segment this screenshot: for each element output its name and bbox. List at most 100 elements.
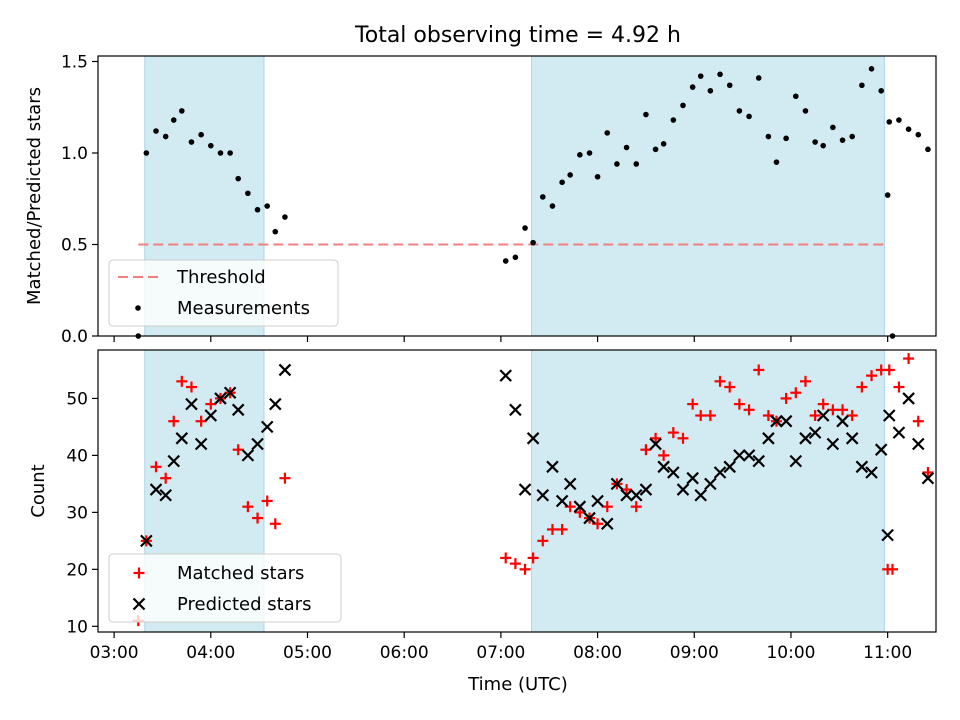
matched-stars-points [132, 353, 934, 627]
predicted-star-point [855, 460, 869, 474]
predicted-star-point [921, 471, 935, 485]
measurement-point [896, 117, 902, 123]
top-y-tick-label: 0.0 [61, 327, 88, 347]
bottom-axes-frame [97, 349, 937, 633]
matched-star-point [827, 404, 839, 416]
matched-star-point [817, 398, 829, 410]
predicted-star-point [762, 432, 775, 445]
matched-star-point [205, 398, 217, 410]
top-panel: 0.0 0.5 1.0 1.5 Matched/Predicted stars Thr… [24, 52, 937, 347]
predicted-star-point [260, 420, 274, 434]
predicted-star-point [167, 454, 181, 468]
measurement-point [264, 203, 271, 209]
measurement-point [820, 142, 826, 149]
matched-star-point [150, 461, 162, 473]
measurement-point [198, 131, 204, 138]
legend-x-marker [132, 597, 146, 611]
predicted-star-point [159, 488, 172, 502]
measurement-point [717, 71, 723, 78]
predicted-star-point [882, 409, 896, 422]
bottom-y-tick-label: 10 [66, 617, 88, 637]
predicted-star-point [742, 449, 756, 462]
matched-star-point [724, 381, 736, 393]
predicted-star-point [241, 449, 255, 462]
predicted-star-point [733, 449, 746, 462]
matched-star-point [176, 375, 188, 387]
measurement-point [783, 135, 789, 142]
top-y-tick-label: 1.5 [61, 52, 88, 72]
matched-star-point [886, 563, 898, 575]
predicted-star-point [902, 392, 915, 405]
legend-threshold-label: Threshold [176, 267, 266, 288]
matched-star-point [704, 410, 716, 422]
predicted-star-point [268, 397, 282, 411]
matched-star-point [500, 552, 512, 564]
matched-star-point [232, 444, 244, 456]
matched-star-point [903, 353, 915, 365]
predicted-star-point [911, 437, 925, 451]
predicted-star-point [194, 437, 208, 451]
predicted-star-point [770, 414, 783, 428]
matched-star-point [650, 432, 662, 444]
matched-star-point [893, 381, 905, 393]
predicted-star-point [251, 437, 264, 451]
top-legend: Threshold Measurements [108, 259, 339, 327]
matched-star-point [537, 535, 549, 547]
predicted-star-point [723, 460, 737, 474]
measurement-point [633, 161, 640, 167]
x-tick-label: 04:00 [186, 643, 235, 663]
predicted-star-point [563, 477, 577, 491]
matched-star-point [856, 381, 868, 393]
measurement-point [689, 84, 696, 90]
matched-star-point [846, 410, 858, 422]
predicted-star-point [573, 500, 587, 513]
top-y-axis-label: Matched/Predicted stars [24, 87, 45, 305]
measurement-point [179, 108, 185, 114]
measurement-point [773, 159, 780, 165]
measurement-point [707, 87, 714, 94]
predicted-star-point [881, 528, 894, 542]
matched-star-point [195, 415, 207, 427]
matched-star-point [160, 472, 172, 484]
measurement-point [235, 175, 242, 182]
matched-star-point [883, 364, 895, 376]
predicted-star-point [600, 517, 614, 531]
measurement-point [245, 190, 251, 197]
measurement-point [567, 172, 573, 178]
bottom-y-tick-label: 50 [66, 389, 88, 409]
bottom-y-tick-label: 20 [66, 560, 88, 580]
predicted-star-point [865, 466, 878, 479]
measurement-point [614, 161, 620, 167]
measurement-point [549, 203, 556, 209]
predicted-star-point [583, 511, 596, 525]
predicted-star-point [845, 432, 859, 445]
predicted-star-point [509, 403, 522, 417]
measurement-point [878, 87, 885, 94]
matched-star-point [185, 381, 197, 393]
measurement-point [925, 146, 931, 153]
x-tick-label: 07:00 [476, 643, 525, 663]
matched-star-point [780, 392, 792, 404]
matched-star-point [912, 415, 924, 427]
predicted-star-point [789, 454, 803, 468]
matched-star-point [509, 558, 521, 570]
measurement-point [143, 150, 150, 156]
measurement-point [586, 150, 593, 156]
predicted-star-point [231, 403, 245, 417]
measurement-point [660, 141, 667, 147]
matched-star-point [574, 506, 586, 518]
predicted-star-point [518, 483, 532, 496]
predicted-star-point [657, 460, 670, 474]
predicted-stars-points [140, 363, 935, 548]
top-legend-box [108, 259, 339, 327]
measurement-point [559, 179, 565, 186]
predicted-star-point [546, 460, 559, 474]
x-axis-label: Time (UTC) [467, 674, 568, 695]
measurement-point [522, 225, 528, 231]
bottom-y-axis-label: Count [28, 464, 49, 517]
matched-star-point [837, 404, 849, 416]
measurement-points [135, 66, 931, 339]
legend-plus-marker [133, 567, 145, 579]
matched-star-point [743, 404, 755, 416]
measurement-point [652, 146, 659, 153]
